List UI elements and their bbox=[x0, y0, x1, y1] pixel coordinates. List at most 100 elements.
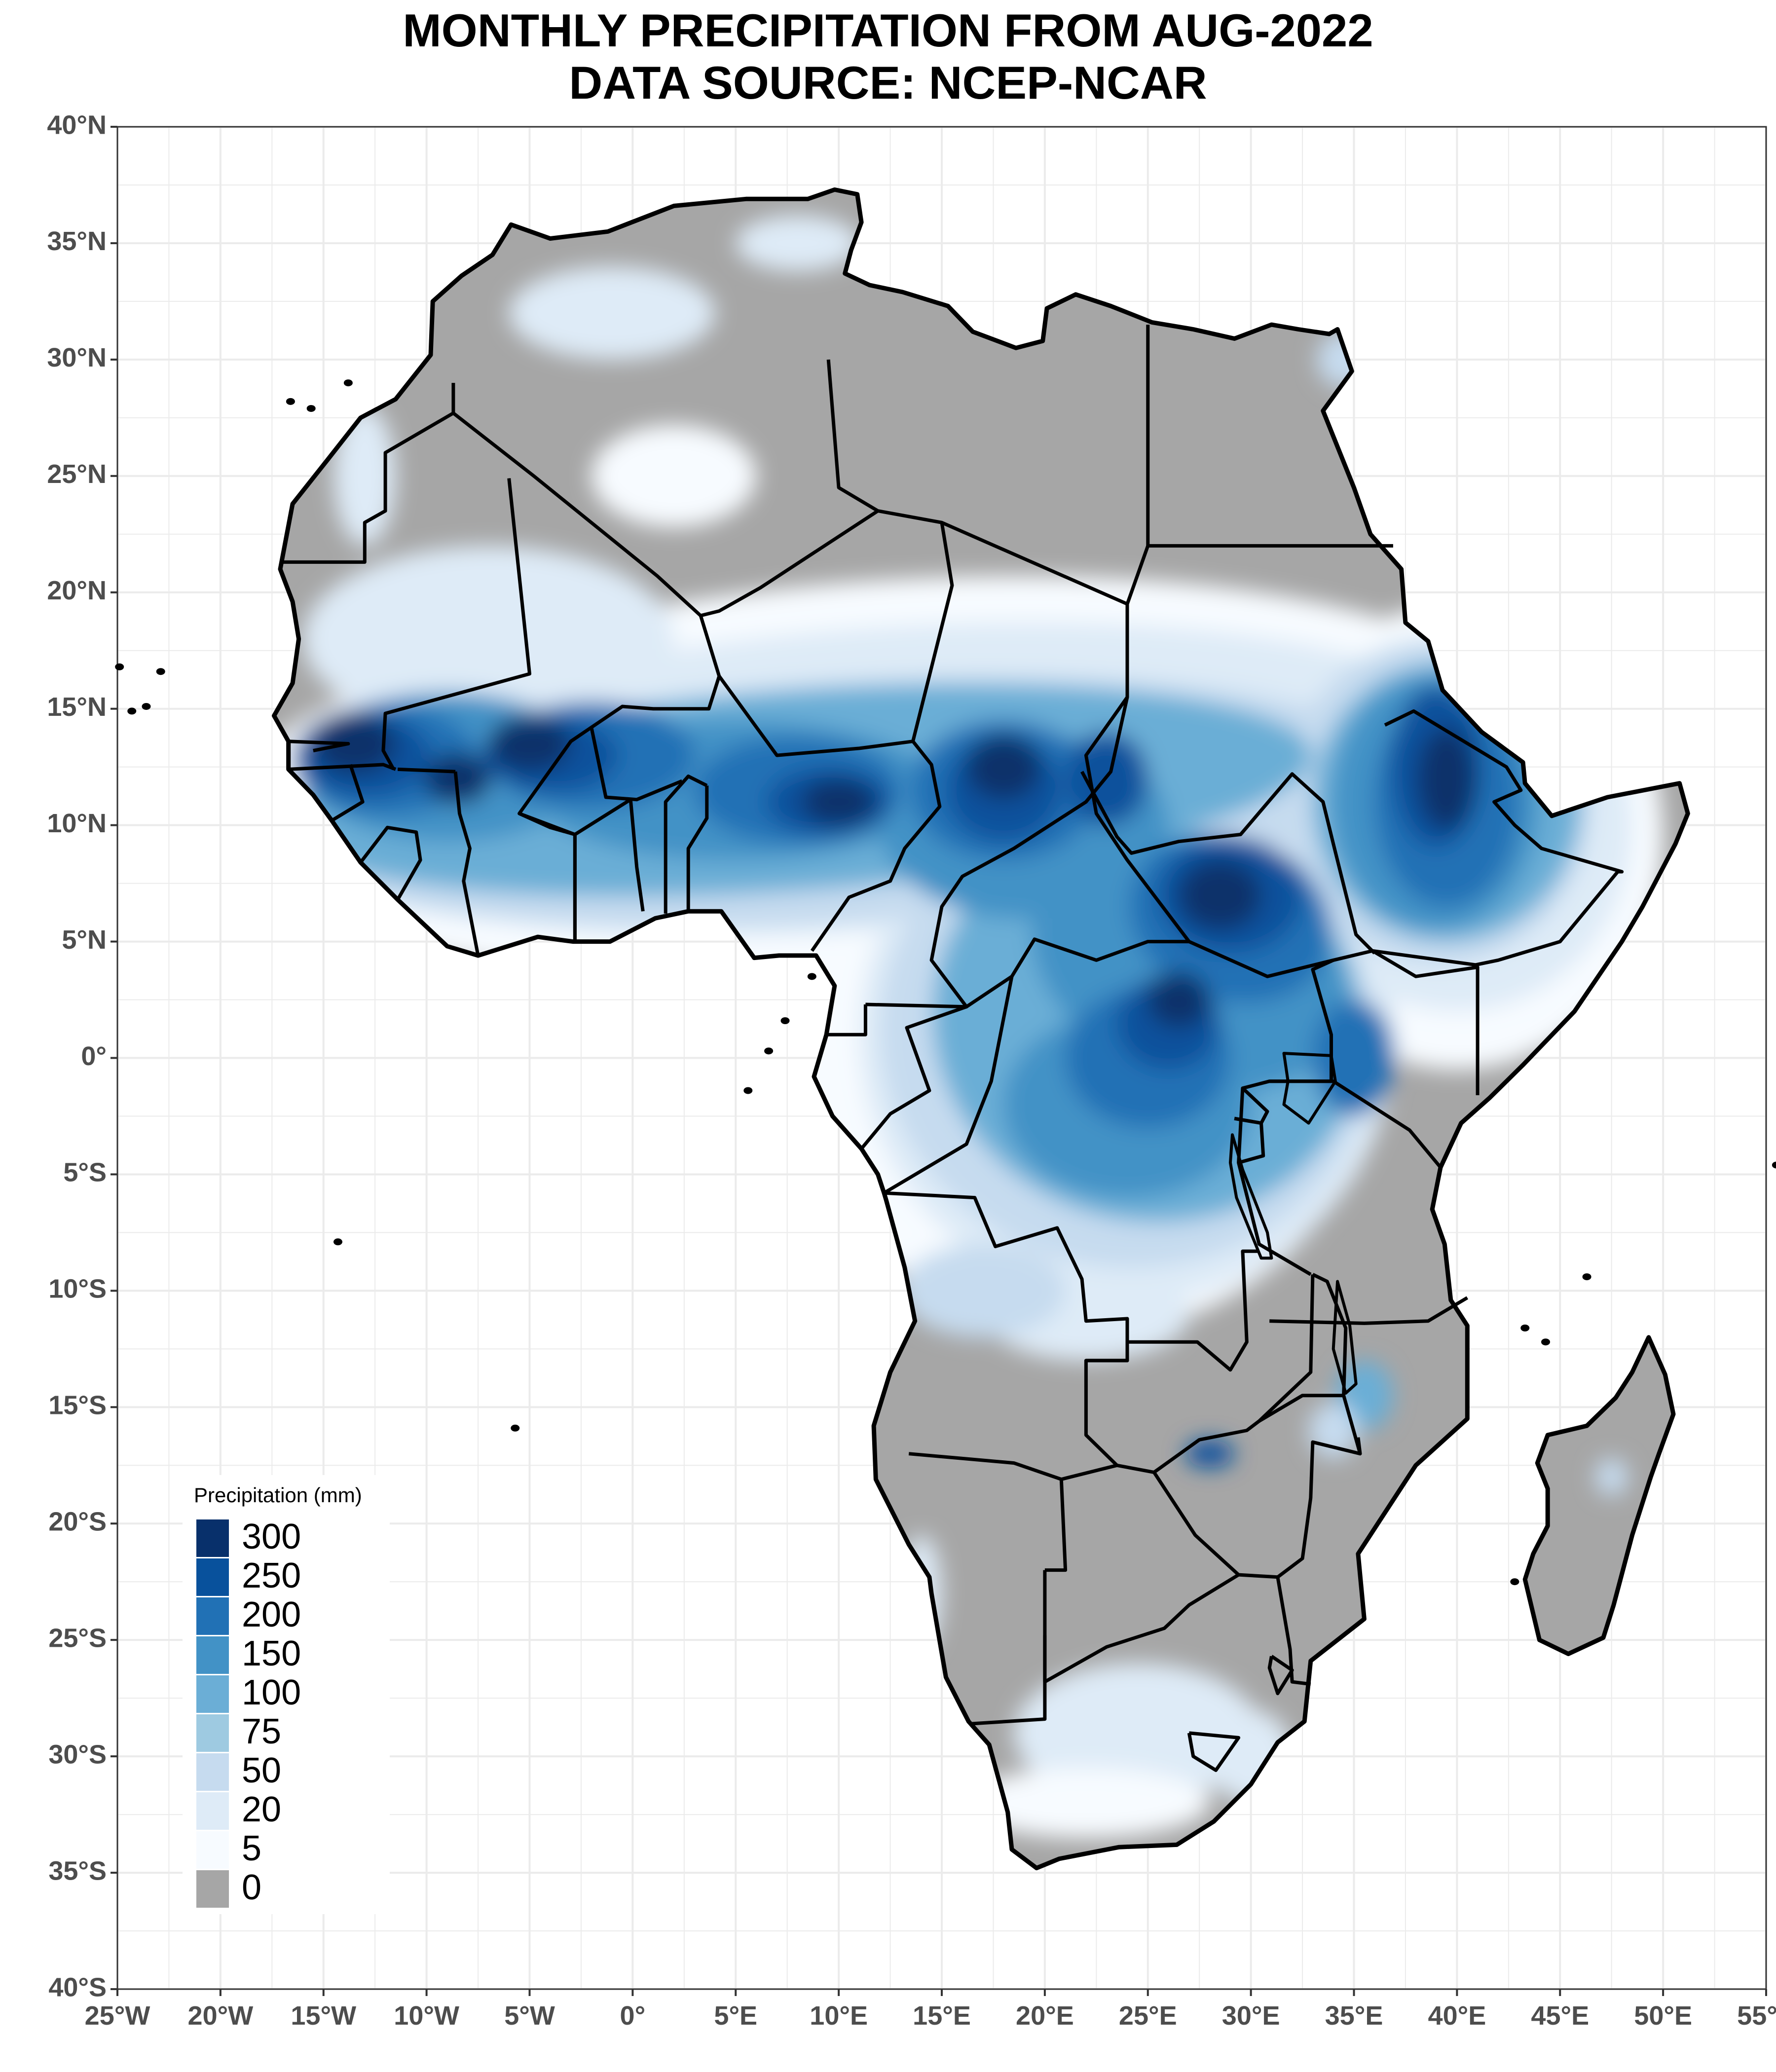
country-border bbox=[331, 764, 365, 822]
legend-swatch bbox=[196, 1519, 229, 1557]
precip-area bbox=[966, 734, 1041, 800]
country-border bbox=[1044, 1479, 1068, 1572]
country-border bbox=[1267, 1655, 1294, 1696]
country-border bbox=[518, 812, 576, 836]
island bbox=[1582, 1273, 1591, 1281]
y-tick-label: 35°S bbox=[48, 1856, 107, 1886]
y-tick-label: 5°S bbox=[63, 1158, 107, 1187]
longitude-axis: 25°W 20°W 15°W 10°W 5°W 0° 5°E 10°E 15°E 20°E 25°E… bbox=[85, 1989, 1776, 2031]
x-tick-label: 40°E bbox=[1428, 2001, 1486, 2031]
island bbox=[807, 973, 816, 980]
country-border bbox=[1372, 870, 1622, 967]
y-tick-label: 0° bbox=[81, 1041, 107, 1071]
x-tick-label: 50°E bbox=[1634, 2001, 1692, 2031]
legend-label: 0 bbox=[242, 1868, 261, 1907]
island bbox=[142, 703, 151, 710]
precip-area bbox=[900, 1244, 1066, 1337]
precip-area bbox=[1147, 971, 1210, 1028]
precip-area bbox=[509, 266, 715, 360]
latitude-axis: 40°N 35°N 30°N 25°N 20°N 15°N 10°N 5°N 0° 5°S 10°S… bbox=[47, 110, 117, 2002]
island bbox=[306, 405, 316, 412]
legend-label: 75 bbox=[242, 1712, 281, 1751]
y-tick-label: 15°S bbox=[48, 1391, 107, 1420]
island bbox=[156, 668, 165, 675]
country-border bbox=[970, 1635, 1047, 1726]
y-tick-label: 15°N bbox=[47, 692, 107, 722]
legend-label: 50 bbox=[242, 1751, 281, 1790]
country-border bbox=[381, 478, 531, 771]
country-border bbox=[664, 775, 708, 914]
legend-label: 20 bbox=[242, 1790, 281, 1829]
precip-area bbox=[1179, 860, 1261, 930]
y-tick-label: 20°S bbox=[48, 1507, 107, 1537]
country-border bbox=[884, 1191, 1129, 1481]
madagascar-land-base bbox=[1525, 1337, 1673, 1654]
country-border bbox=[883, 976, 1014, 1195]
precip-area bbox=[1014, 1663, 1261, 1803]
country-border bbox=[1258, 1394, 1344, 1423]
country-border bbox=[1234, 1116, 1265, 1165]
country-border bbox=[1276, 1440, 1361, 1686]
island bbox=[333, 1238, 342, 1246]
country-border bbox=[288, 763, 397, 771]
y-tick-label: 30°N bbox=[47, 343, 107, 372]
lake-malawi bbox=[1332, 1280, 1358, 1395]
y-tick-label: 35°N bbox=[47, 226, 107, 256]
map-title-line-2: DATA SOURCE: NCEP-NCAR bbox=[569, 57, 1207, 109]
country-border bbox=[359, 825, 422, 901]
precip-area bbox=[488, 715, 571, 772]
x-tick-label: 25°W bbox=[85, 2001, 150, 2031]
y-tick-label: 40°S bbox=[48, 1972, 107, 2002]
x-tick-label: 35°E bbox=[1325, 2001, 1383, 2031]
x-tick-label: 55°E bbox=[1737, 2001, 1776, 2031]
country-border bbox=[288, 740, 350, 753]
x-tick-label: 25°E bbox=[1119, 2001, 1177, 2031]
legend-swatch bbox=[196, 1831, 229, 1869]
x-tick-label: 5°E bbox=[714, 2001, 757, 2031]
y-tick-label: 40°N bbox=[47, 110, 107, 140]
country-borders bbox=[272, 187, 1690, 1871]
country-border bbox=[826, 1004, 867, 1036]
legend-swatch bbox=[196, 1870, 229, 1908]
x-tick-label: 10°E bbox=[810, 2001, 868, 2031]
legend-swatch bbox=[196, 1792, 229, 1830]
country-border bbox=[590, 727, 683, 802]
y-tick-label: 25°S bbox=[48, 1623, 107, 1653]
country-border bbox=[1384, 709, 1624, 874]
island bbox=[511, 1424, 520, 1432]
island bbox=[343, 379, 353, 387]
africa-coastline bbox=[272, 187, 1690, 1871]
y-tick-label: 30°S bbox=[48, 1739, 107, 1769]
precipitation-legend: Precipitation (mm) 300250200150100755020… bbox=[183, 1475, 390, 1914]
country-border bbox=[717, 675, 942, 952]
legend-swatch bbox=[196, 1675, 229, 1713]
lake-tanganyika bbox=[1228, 1133, 1273, 1260]
island bbox=[1772, 1161, 1776, 1169]
country-border bbox=[686, 785, 709, 912]
y-tick-label: 25°N bbox=[47, 459, 107, 489]
country-border bbox=[1080, 771, 1376, 955]
country-border bbox=[453, 771, 480, 956]
legend-label: 300 bbox=[242, 1517, 301, 1556]
x-tick-label: 10°W bbox=[394, 2001, 459, 2031]
precip-area bbox=[1595, 1458, 1628, 1496]
country-border bbox=[860, 1002, 968, 1150]
precip-area bbox=[591, 424, 757, 527]
island bbox=[764, 1047, 774, 1055]
precip-area bbox=[1417, 727, 1476, 830]
legend-label: 5 bbox=[242, 1829, 261, 1868]
map-title-line-1: MONTHLY PRECIPITATION FROM AUG-2022 bbox=[403, 4, 1373, 56]
precip-area bbox=[962, 1768, 1210, 1838]
legend-swatch bbox=[196, 1558, 229, 1596]
precip-area bbox=[801, 778, 876, 825]
legend-label: 200 bbox=[242, 1595, 301, 1634]
country-border bbox=[1312, 1273, 1362, 1456]
x-tick-label: 20°E bbox=[1016, 2001, 1074, 2031]
island bbox=[1510, 1578, 1519, 1586]
country-border bbox=[1269, 1079, 1442, 1169]
y-tick-label: 20°N bbox=[47, 576, 107, 605]
country-border bbox=[1269, 1296, 1469, 1325]
y-tick-label: 10°S bbox=[48, 1274, 107, 1304]
